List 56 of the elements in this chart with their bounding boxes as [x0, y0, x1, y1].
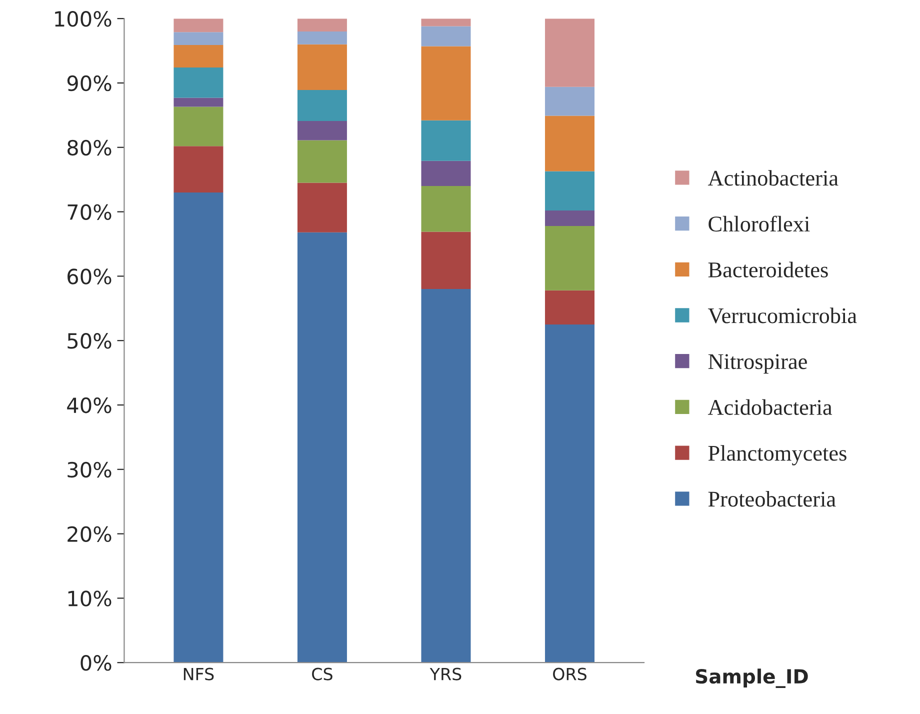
y-tick-label: 0%	[80, 655, 112, 671]
bar	[421, 46, 471, 120]
x-axis-title: Sample_ID	[696, 668, 808, 688]
bar	[421, 120, 471, 161]
bar	[174, 106, 224, 146]
bar	[421, 289, 471, 663]
bar	[297, 18, 347, 32]
bar	[297, 182, 347, 232]
legend-label: Planctomycetes	[708, 445, 846, 466]
bar	[421, 186, 471, 232]
legend-label: Proteobacteria	[708, 491, 836, 507]
bar	[174, 98, 224, 107]
y-tick-label: 10%	[68, 590, 112, 606]
bar	[544, 290, 594, 324]
y-tick-label: 90%	[67, 75, 112, 92]
bar	[297, 120, 347, 140]
bar	[297, 90, 347, 121]
legend-label: Bacteroidetes	[708, 262, 828, 278]
y-tick-label: 50%	[68, 333, 112, 349]
bar	[174, 68, 224, 98]
bar	[297, 232, 347, 663]
bar	[421, 160, 471, 186]
bar	[174, 18, 224, 32]
bar	[297, 31, 347, 44]
bar	[544, 86, 594, 116]
x-tick-label: ORS	[553, 668, 586, 680]
bar	[544, 324, 594, 663]
bar	[544, 171, 594, 210]
bar	[544, 226, 594, 290]
y-tick-label: 40%	[67, 397, 112, 414]
legend-label: Chloroflexi	[708, 216, 810, 232]
bar	[544, 210, 594, 226]
bar	[297, 140, 347, 183]
bar	[421, 232, 471, 290]
legend-label: Verrucomicrobia	[708, 308, 857, 324]
y-tick-label: 100%	[55, 11, 112, 27]
bar	[421, 26, 471, 46]
bar	[174, 146, 224, 192]
bar	[297, 44, 347, 90]
legend-label: Nitrospirae	[708, 354, 807, 374]
y-tick-label: 60%	[68, 268, 112, 284]
x-tick-label: NFS	[184, 668, 214, 680]
y-tick-label: 70%	[68, 204, 112, 220]
bar	[544, 18, 594, 87]
x-tick-label: YRS	[430, 668, 462, 680]
bar	[174, 44, 224, 68]
bar	[174, 32, 224, 45]
y-tick-label: 20%	[68, 526, 112, 542]
bar	[544, 116, 594, 172]
y-tick-label: 30%	[68, 462, 112, 478]
legend-label: Actinobacteria	[708, 170, 838, 186]
x-tick-label: CS	[312, 668, 332, 680]
legend-label: Acidobacteria	[708, 399, 832, 415]
y-tick-label: 80%	[68, 140, 112, 156]
bar	[421, 18, 471, 26]
bar	[174, 192, 224, 663]
